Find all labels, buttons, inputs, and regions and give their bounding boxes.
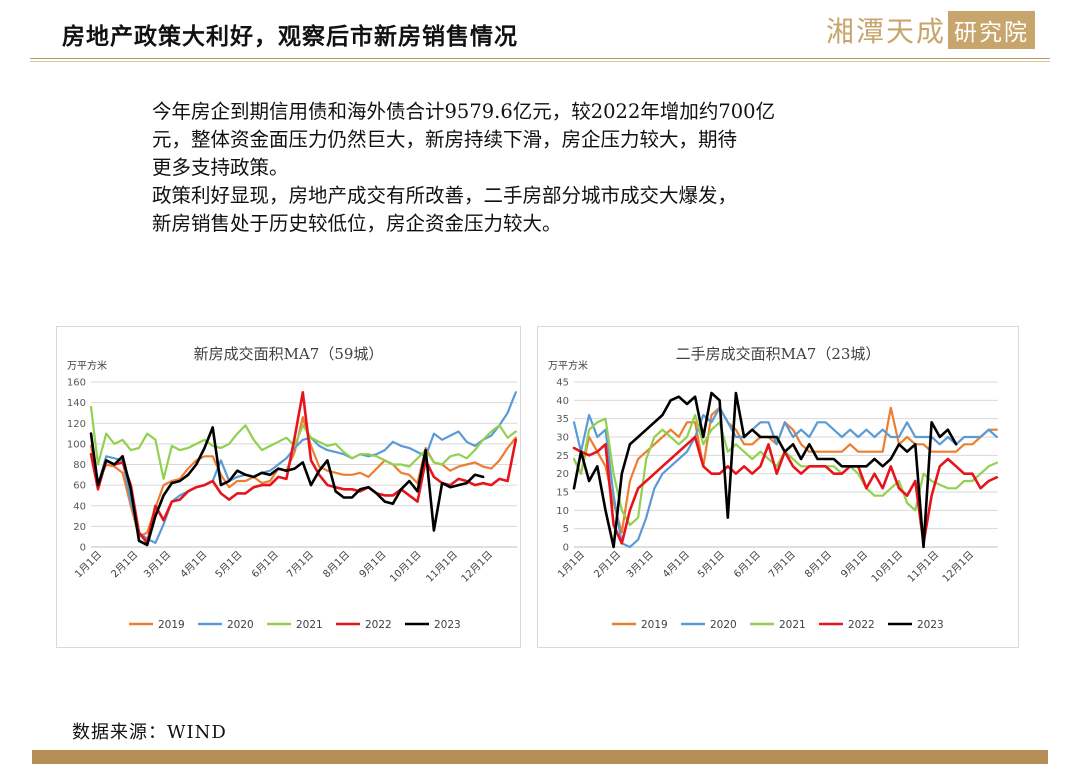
y-tick-label: 5: [563, 524, 569, 535]
series-line-2022: [572, 435, 999, 545]
page-title: 房地产政策大利好，观察后市新房销售情况: [62, 23, 518, 50]
summary-line: 政策利好显现，房地产成交有所改善，二手房部分城市成交大爆发，: [152, 184, 738, 207]
series-line-2020: [572, 406, 998, 549]
legend-label: 2019: [158, 619, 185, 631]
y-tick-label: 60: [73, 481, 86, 492]
footer-bar: [32, 750, 1048, 764]
new-home-chart-plot: 0 20 40 60 80 100 120 140 160 1月1日 2月1日 3月1日 4月1日 5月1…: [67, 378, 518, 631]
logo-text: 湘潭天成: [826, 15, 947, 48]
summary-line: 今年房企到期信用债和海外债合计9579.6亿元，较2022年增加约700亿: [152, 100, 776, 123]
new-home-chart-panel: 新房成交面积MA7（59城） 万平方米 0 20 40 60 80 100 120 140 16…: [56, 326, 521, 648]
legend-label: 2020: [710, 619, 737, 631]
brand-logo: 湘潭天成 研究院: [826, 10, 1036, 50]
y-tick-label: 0: [563, 543, 569, 554]
chart-title: 新房成交面积MA7（59城）: [193, 345, 384, 363]
chart-title: 二手房成交面积MA7（23城）: [675, 345, 881, 363]
summary-text: 今年房企到期信用债和海外债合计9579.6亿元，较2022年增加约700亿 元，…: [152, 98, 932, 238]
x-tick-label: 1月1日: [73, 549, 105, 581]
summary-line: 更多支持政策。: [152, 156, 289, 179]
y-tick-label: 0: [80, 543, 86, 554]
x-tick-label: 8月1日: [321, 549, 353, 581]
x-tick-label: 5月1日: [695, 549, 727, 581]
x-tick-label: 3月1日: [142, 549, 174, 581]
resale-home-chart-panel: 二手房成交面积MA7（23城） 万平方米 0 5 10 15 20 25 30 35 40 45 1…: [537, 326, 1019, 648]
y-tick-label: 10: [556, 506, 569, 517]
x-tick-label: 8月1日: [802, 549, 834, 581]
y-tick-label: 35: [556, 414, 569, 425]
y-tick-label: 30: [556, 433, 569, 444]
x-tick-label: 6月1日: [249, 549, 281, 581]
legend-label: 2019: [641, 619, 668, 631]
x-tick-label: 11月1日: [905, 549, 941, 585]
y-axis-unit: 万平方米: [67, 361, 107, 372]
y-tick-label: 15: [556, 488, 569, 499]
legend-label: 2022: [848, 619, 875, 631]
legend-label: 2023: [917, 619, 944, 631]
y-tick-label: 40: [556, 396, 569, 407]
x-tick-label: 6月1日: [731, 549, 763, 581]
series-line-2019: [89, 416, 517, 538]
x-tick-label: 5月1日: [213, 549, 245, 581]
summary-line: 元，整体资金面压力仍然巨大，新房持续下滑，房企压力较大，期待: [152, 128, 738, 151]
data-source-note: 数据来源：WIND: [72, 722, 227, 743]
x-tick-label: 4月1日: [660, 549, 692, 581]
x-tick-label: 10月1日: [869, 549, 905, 585]
legend-label: 2022: [365, 619, 392, 631]
x-tick-label: 9月1日: [357, 549, 389, 581]
legend-label: 2023: [434, 619, 461, 631]
legend-label: 2021: [779, 619, 806, 631]
y-tick-label: 160: [67, 378, 86, 389]
y-tick-label: 25: [556, 451, 569, 462]
y-tick-label: 100: [67, 439, 86, 450]
summary-line: 新房销售处于历史较低位，房企资金压力较大。: [152, 212, 562, 235]
series-line-2023: [572, 391, 958, 549]
x-tick-label: 11月1日: [424, 549, 460, 585]
y-tick-label: 20: [556, 469, 569, 480]
y-tick-label: 80: [73, 460, 86, 471]
y-tick-label: 45: [556, 378, 569, 389]
x-tick-label: 2月1日: [109, 549, 141, 581]
x-tick-label: 12月1日: [459, 549, 495, 585]
x-tick-label: 2月1日: [592, 549, 624, 581]
x-tick-label: 4月1日: [178, 549, 210, 581]
x-tick-label: 7月1日: [284, 549, 316, 581]
series-line-2023: [89, 426, 485, 547]
x-tick-label: 9月1日: [839, 549, 871, 581]
x-tick-label: 1月1日: [555, 549, 587, 581]
y-tick-label: 120: [67, 419, 86, 430]
y-tick-label: 40: [73, 501, 86, 512]
logo-box: 研究院: [948, 11, 1036, 49]
x-tick-label: 12月1日: [940, 549, 976, 585]
header-divider-secondary: [30, 61, 1050, 62]
series-line-2021: [89, 405, 517, 480]
series-line-2021: [572, 413, 998, 527]
resale-home-chart-plot: 0 5 10 15 20 25 30 35 40 45 1月1日 2月1日 3月1日 4月1日 5月1日 6月…: [555, 378, 999, 631]
x-tick-label: 3月1日: [624, 549, 656, 581]
y-tick-label: 20: [73, 522, 86, 533]
y-tick-label: 140: [67, 398, 86, 409]
legend-label: 2021: [296, 619, 323, 631]
header-divider: [30, 58, 1050, 59]
x-tick-label: 7月1日: [766, 549, 798, 581]
series-line-2020: [89, 391, 517, 544]
x-tick-label: 10月1日: [388, 549, 424, 585]
legend-label: 2020: [227, 619, 254, 631]
y-axis-unit: 万平方米: [548, 361, 588, 372]
